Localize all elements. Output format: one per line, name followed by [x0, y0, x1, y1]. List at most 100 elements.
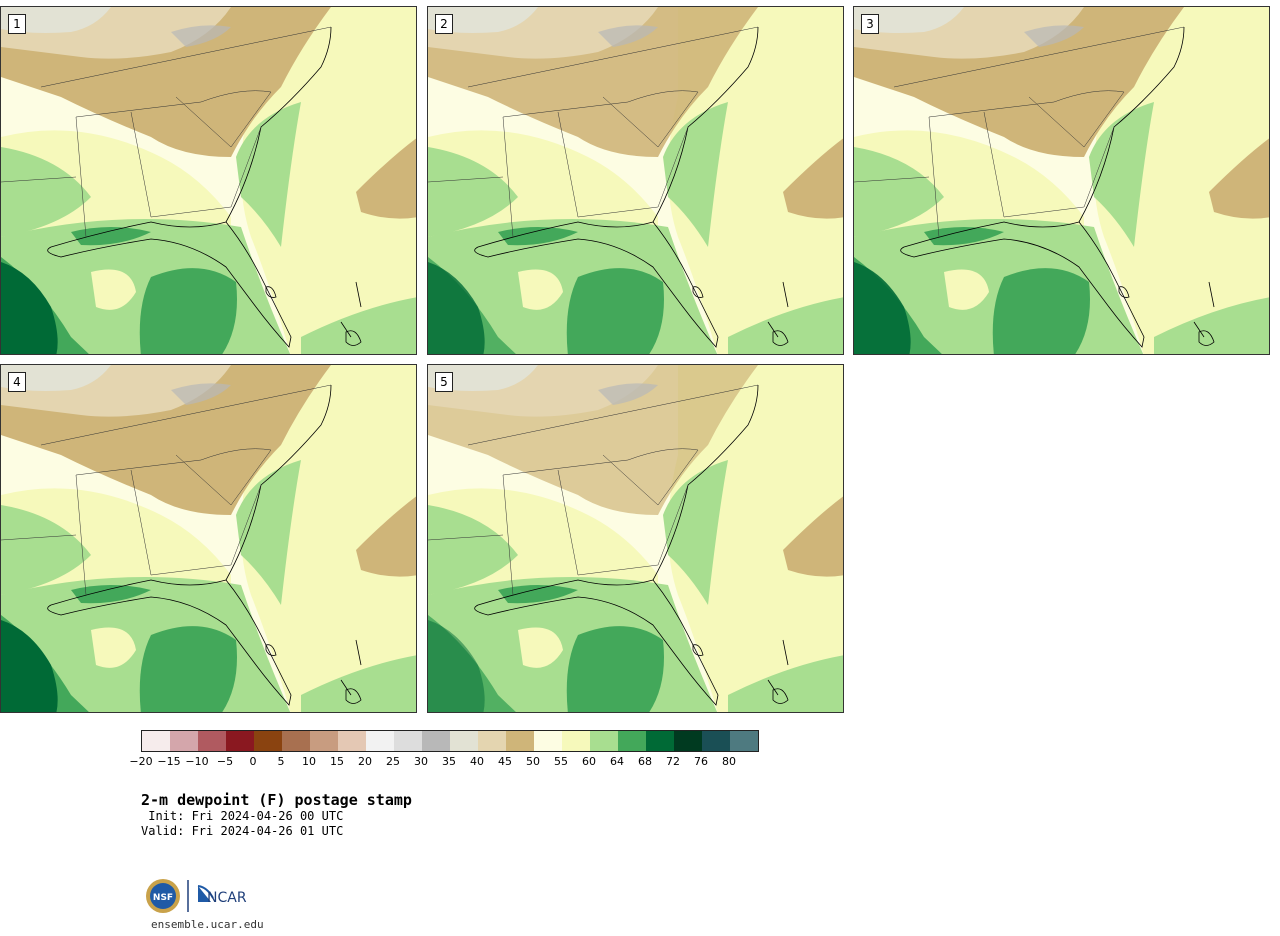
map-region: [1209, 138, 1269, 219]
panel-number-1: 1: [8, 14, 26, 34]
map-region: [663, 102, 728, 247]
colorbar-swatch: [674, 731, 702, 751]
state-borders: [1, 26, 332, 238]
map-region: [598, 25, 658, 47]
islands: [767, 281, 789, 346]
colorbar-tick-label: 10: [302, 755, 316, 768]
map-region: [668, 7, 843, 354]
colorbar-tick-label: −10: [185, 755, 209, 768]
map-region: [171, 383, 231, 405]
map-region: [301, 297, 416, 354]
colorbar-swatch: [646, 731, 674, 751]
colorbar-swatch: [534, 731, 562, 751]
map-region: [598, 383, 658, 405]
map-region: [924, 227, 1004, 246]
colorbar-tick-label: 45: [498, 755, 512, 768]
coastline: [652, 384, 759, 581]
map-region: [236, 102, 301, 247]
map-panel-2: 2: [427, 6, 844, 355]
map-region: [428, 365, 538, 391]
lake-okeechobee: [1118, 286, 1130, 298]
colorbar-tick-label: 72: [666, 755, 680, 768]
map-region: [139, 268, 237, 354]
colorbar-swatch: [506, 731, 534, 751]
colorbar-tick-label: 76: [694, 755, 708, 768]
colorbar-swatch: [254, 731, 282, 751]
colorbar-tick-label: −15: [157, 755, 181, 768]
colorbar-swatch: [226, 731, 254, 751]
colorbar-swatch: [702, 731, 730, 751]
lake-okeechobee: [692, 644, 704, 656]
state-borders: [854, 26, 1185, 238]
coastline: [900, 221, 1145, 348]
map-region: [518, 627, 563, 668]
map-region: [1, 147, 91, 237]
map-region: [498, 585, 578, 604]
colorbar: [141, 730, 759, 752]
coastline: [1078, 26, 1185, 223]
map-region: [728, 655, 843, 712]
colorbar-swatch: [562, 731, 590, 751]
map-region: [241, 365, 416, 712]
map-region: [91, 627, 136, 668]
colorbar-swatch: [422, 731, 450, 751]
colorbar-tick-label: 15: [330, 755, 344, 768]
colorbar-tick-label: 30: [414, 755, 428, 768]
colorbar-tick-label: 80: [722, 755, 736, 768]
map-region: [783, 138, 843, 219]
ncar-logo-icon: NCAR: [197, 885, 247, 906]
map-region: [944, 269, 989, 310]
colorbar-tick-label: −20: [129, 755, 153, 768]
map-region: [356, 496, 416, 577]
colorbar-tick-label: 68: [638, 755, 652, 768]
map-region: [728, 297, 843, 354]
panel-number-3: 3: [861, 14, 879, 34]
colorbar-swatch: [170, 731, 198, 751]
state-borders: [428, 384, 759, 596]
map-region: [1024, 25, 1084, 47]
map-region: [1154, 297, 1269, 354]
colorbar-swatch: [142, 731, 170, 751]
map-region: [428, 262, 485, 354]
colorbar-tick-label: −5: [216, 755, 234, 768]
colorbar-tick-label: 64: [610, 755, 624, 768]
map-panel-4: 4: [0, 364, 417, 713]
map-region: [518, 269, 563, 310]
logos: NSF NCAR: [146, 879, 247, 913]
map-region: [71, 585, 151, 604]
panel-number-2: 2: [435, 14, 453, 34]
map-region: [1089, 102, 1154, 247]
colorbar-swatch: [338, 731, 366, 751]
colorbar-tick-label: 5: [277, 755, 285, 768]
colorbar-tick-label: 50: [526, 755, 540, 768]
map-region: [241, 7, 416, 354]
dewpoint-map-3: [854, 7, 1269, 354]
map-region: [428, 505, 518, 595]
coastline: [652, 26, 759, 223]
map-region: [783, 496, 843, 577]
map-region: [498, 227, 578, 246]
map-region: [91, 269, 136, 310]
map-region: [301, 655, 416, 712]
lake-okeechobee: [265, 286, 277, 298]
map-region: [663, 460, 728, 605]
map-region: [854, 262, 911, 354]
map-region: [356, 138, 416, 219]
map-region: [668, 365, 843, 712]
lake-okeechobee: [265, 644, 277, 656]
colorbar-swatch: [618, 731, 646, 751]
state-borders: [1, 384, 332, 596]
coastline: [47, 579, 292, 706]
map-region: [71, 227, 151, 246]
map-panel-3: 3: [853, 6, 1270, 355]
coastline: [474, 221, 719, 348]
colorbar-tick-label: 20: [358, 755, 372, 768]
islands: [1193, 281, 1215, 346]
colorbar-tick-label: 60: [582, 755, 596, 768]
islands: [340, 281, 362, 346]
colorbar-swatch: [590, 731, 618, 751]
islands: [767, 639, 789, 704]
colorbar-tick-label: 0: [249, 755, 257, 768]
map-region: [236, 460, 301, 605]
nsf-logo-text: NSF: [153, 893, 173, 903]
